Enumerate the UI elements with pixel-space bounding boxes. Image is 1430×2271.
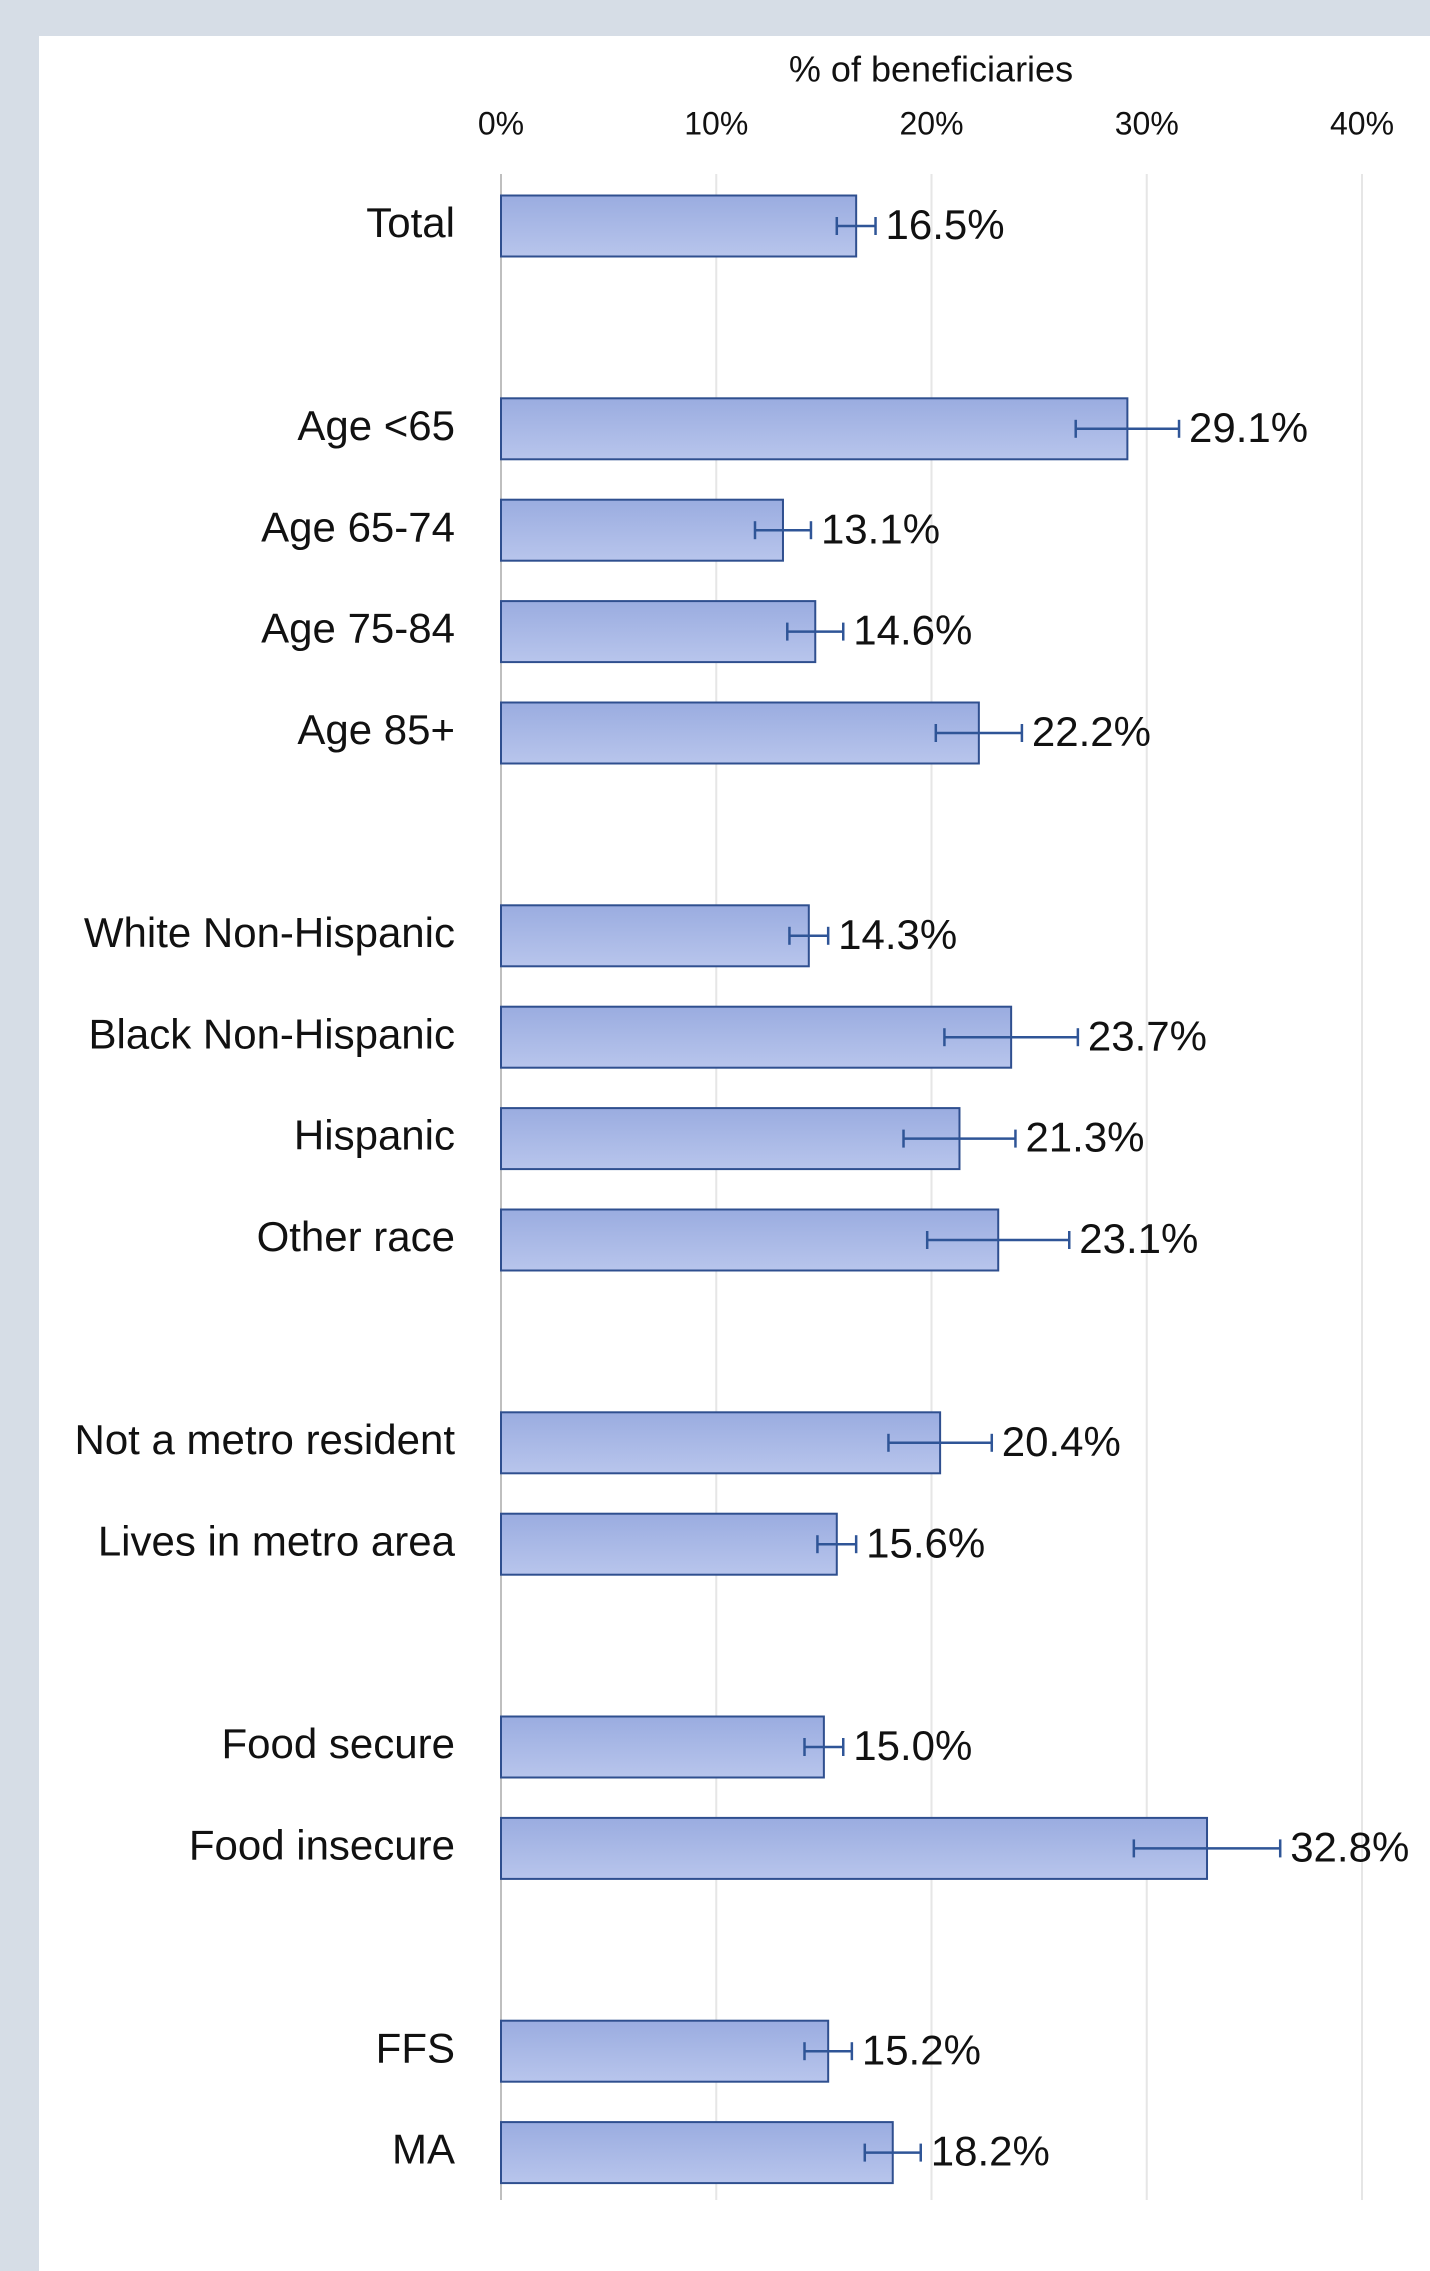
y-tick-label: White Non-Hispanic [84,909,455,956]
error-bar [902,1129,1017,1148]
value-label: 14.3% [838,911,957,958]
value-label: 18.2% [931,2128,1050,2175]
bar [500,2121,894,2185]
error-bar [803,1738,845,1756]
error-bar [863,2143,922,2162]
y-tick-label: Food insecure [189,1821,455,1868]
bar [500,498,784,562]
error-bar [887,1433,994,1452]
bar [500,1411,942,1475]
error-bar [786,622,845,641]
bar [500,1107,961,1171]
y-tick-label: Age 85+ [297,706,455,753]
bar [500,1005,1013,1069]
y-tick-label: Hispanic [294,1112,455,1159]
y-tick-label: Age 65-74 [261,503,455,550]
y-tick-label: FFS [376,2024,455,2071]
error-bar [816,1535,858,1554]
bar [500,2019,830,2083]
value-label: 29.1% [1189,404,1308,451]
value-label: 23.7% [1088,1012,1207,1059]
bar [500,1816,1209,1880]
error-bar [925,1231,1071,1249]
x-tick-label: 30% [1115,105,1179,141]
value-label: 22.2% [1032,708,1151,755]
error-bar [753,521,813,540]
error-bar [1074,419,1181,438]
value-label: 15.6% [866,1519,985,1566]
y-tick-label: Total [366,199,455,246]
y-tick-label: MA [392,2126,455,2173]
value-label: 15.0% [853,1722,972,1769]
value-label: 16.5% [886,201,1005,248]
bar [500,701,980,765]
value-label: 14.6% [853,607,972,654]
value-label: 15.2% [862,2026,981,2073]
bar [500,904,810,968]
bar [500,1208,1000,1272]
x-tick-label: 40% [1330,105,1394,141]
y-tick-label: Other race [257,1213,455,1260]
bar [500,397,1129,461]
error-bar [835,217,877,235]
x-tick-label: 10% [684,105,748,141]
y-tick-label: Lives in metro area [98,1517,456,1564]
error-bar [803,2042,854,2061]
y-tick-label: Age 75-84 [261,605,455,652]
x-tick-label: 20% [899,105,963,141]
x-tick-label: 0% [478,105,524,141]
value-label: 20.4% [1002,1418,1121,1465]
value-label: 32.8% [1290,1823,1409,1870]
axis-title: % of beneficiaries [789,49,1073,90]
error-bar [788,926,830,945]
value-label: 21.3% [1025,1114,1144,1161]
y-tick-label: Age <65 [297,402,455,449]
bar [500,1512,838,1576]
value-label: 23.1% [1079,1215,1198,1262]
value-label: 13.1% [821,505,940,552]
error-bar [1132,1839,1282,1858]
bar [500,600,817,664]
bar [500,194,858,258]
y-tick-label: Not a metro resident [74,1416,455,1463]
error-bar [943,1028,1080,1047]
y-tick-label: Food secure [222,1720,455,1767]
error-bar [934,724,1024,742]
y-tick-label: Black Non-Hispanic [89,1010,455,1057]
bar [500,1715,825,1779]
